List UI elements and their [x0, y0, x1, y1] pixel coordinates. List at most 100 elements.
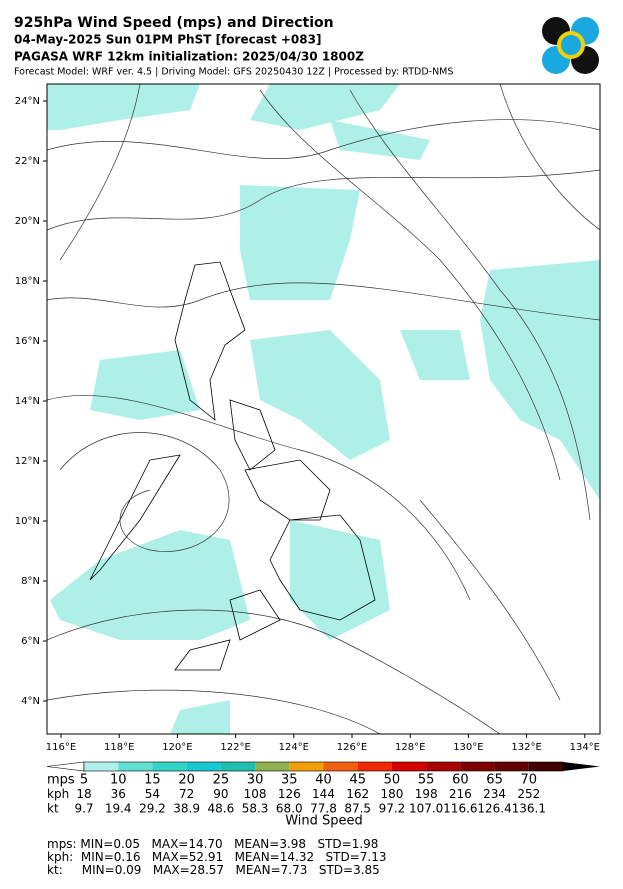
- colorbar-segment: [220, 762, 256, 771]
- lat-label: 8°N: [21, 576, 40, 587]
- lon-label: 120°E: [162, 742, 192, 753]
- threshold-label: 144: [312, 787, 335, 801]
- threshold-label: 180: [380, 787, 403, 801]
- lon-label: 118°E: [104, 742, 134, 753]
- threshold-label: 72: [179, 787, 194, 801]
- threshold-label: 20: [178, 773, 195, 788]
- colorbar-segment: [391, 762, 427, 771]
- threshold-label: 18: [76, 787, 91, 801]
- threshold-label: 126.4: [477, 802, 511, 816]
- threshold-label: 107.0: [409, 802, 443, 816]
- colorbar-segment: [84, 762, 119, 771]
- lat-label: 22°N: [15, 156, 40, 167]
- lon-label: 124°E: [279, 742, 309, 753]
- colorbar-extend-low: [46, 761, 85, 772]
- colorbar-segment: [323, 762, 358, 771]
- model-info: Forecast Model: WRF ver. 4.5 | Driving M…: [14, 67, 453, 78]
- lat-label: 18°N: [15, 276, 40, 287]
- threshold-label: 54: [145, 787, 160, 801]
- lat-label: 24°N: [15, 96, 40, 107]
- threshold-label: 198: [415, 787, 438, 801]
- threshold-label: 60: [452, 773, 469, 788]
- threshold-label: 58.3: [242, 802, 269, 816]
- lon-label: 130°E: [453, 742, 483, 753]
- lon-label: 132°E: [511, 742, 541, 753]
- colorbar-segment: [528, 762, 563, 771]
- colorbar-segment: [255, 762, 290, 771]
- title: 925hPa Wind Speed (mps) and Direction: [14, 15, 334, 31]
- threshold-label: 87.5: [344, 802, 371, 816]
- threshold-label: 9.7: [74, 802, 93, 816]
- lon-label: 134°E: [570, 742, 600, 753]
- lat-label: 12°N: [15, 456, 40, 467]
- threshold-label: 5: [80, 773, 88, 788]
- map-frame: [46, 83, 601, 735]
- lat-label: 16°N: [15, 336, 40, 347]
- threshold-label: 48.6: [207, 802, 234, 816]
- colorbar-segment: [460, 762, 495, 771]
- threshold-label: 116.6: [443, 802, 477, 816]
- stats-mps: mps: MIN=0.05 MAX=14.70 MEAN=3.98 STD=1.…: [47, 837, 379, 851]
- colorbar-segment: [152, 762, 187, 771]
- stats-kph: kph: MIN=0.16 MAX=52.91 MEAN=14.32 STD=7…: [47, 850, 387, 864]
- unit-label: kt: [47, 802, 59, 816]
- colorbar-segment: [426, 762, 461, 771]
- colorbar-segment: [186, 762, 221, 771]
- stats-kt: kt: MIN=0.09 MAX=28.57 MEAN=7.73 STD=3.8…: [47, 863, 380, 877]
- lat-label: 20°N: [15, 216, 40, 227]
- threshold-label: 29.2: [139, 802, 166, 816]
- threshold-label: 216: [449, 787, 472, 801]
- lon-labels: 116°E 118°E 120°E 122°E 124°E 126°E 128°E 130°E…: [46, 734, 600, 753]
- colorbar-extend-high: [563, 762, 600, 771]
- threshold-label: 68.0: [276, 802, 303, 816]
- colorbar-label: Wind Speed: [285, 814, 363, 829]
- threshold-label: 35: [281, 773, 298, 788]
- lat-label: 4°N: [21, 696, 40, 707]
- colorbar-segment: [357, 762, 392, 771]
- threshold-label: 50: [384, 773, 401, 788]
- colorbar-segment: [118, 762, 153, 771]
- colorbar-frame: [83, 761, 564, 772]
- threshold-label: 10: [110, 773, 127, 788]
- lat-label: 10°N: [15, 516, 40, 527]
- threshold-label: 162: [346, 787, 369, 801]
- threshold-label: 38.9: [173, 802, 200, 816]
- map-area: [47, 84, 600, 734]
- threshold-label: 97.2: [379, 802, 406, 816]
- lon-label: 122°E: [220, 742, 250, 753]
- threshold-label: 252: [517, 787, 540, 801]
- threshold-label: 65: [486, 773, 503, 788]
- valid-time: 04-May-2025 Sun 01PM PhST [forecast +083…: [14, 33, 321, 47]
- threshold-label: 25: [213, 773, 230, 788]
- threshold-label: 45: [349, 773, 366, 788]
- threshold-label: 15: [144, 773, 161, 788]
- lon-label: 116°E: [46, 742, 76, 753]
- threshold-label: 234: [483, 787, 506, 801]
- logo: [542, 17, 599, 74]
- colorbar-segment: [289, 762, 324, 771]
- colorbar-segment: [494, 762, 529, 771]
- threshold-label: 136.1: [512, 802, 546, 816]
- lon-label: 128°E: [395, 742, 425, 753]
- threshold-label: 55: [418, 773, 435, 788]
- colorbar: mps 5 10 15 20 25 30 35 40 45 50 55 60 65 70 kph 18 36 54 7…: [46, 761, 600, 816]
- threshold-label: 40: [315, 773, 332, 788]
- threshold-label: 108: [244, 787, 267, 801]
- threshold-label: 19.4: [105, 802, 132, 816]
- unit-label: mps: [47, 773, 75, 788]
- threshold-label: 126: [278, 787, 301, 801]
- threshold-label: 70: [521, 773, 538, 788]
- unit-label: kph: [47, 787, 69, 801]
- initialization: PAGASA WRF 12km initialization: 2025/04/…: [14, 50, 364, 64]
- threshold-label: 30: [247, 773, 264, 788]
- threshold-label: 36: [111, 787, 126, 801]
- threshold-label: 77.8: [310, 802, 337, 816]
- lon-label: 126°E: [337, 742, 367, 753]
- lat-labels: 24°N 22°N 20°N 18°N 16°N 14°N 12°N 10°N 8°N 6°N 4°…: [15, 96, 47, 707]
- threshold-label: 90: [213, 787, 228, 801]
- lat-label: 14°N: [15, 396, 40, 407]
- lat-label: 6°N: [21, 636, 40, 647]
